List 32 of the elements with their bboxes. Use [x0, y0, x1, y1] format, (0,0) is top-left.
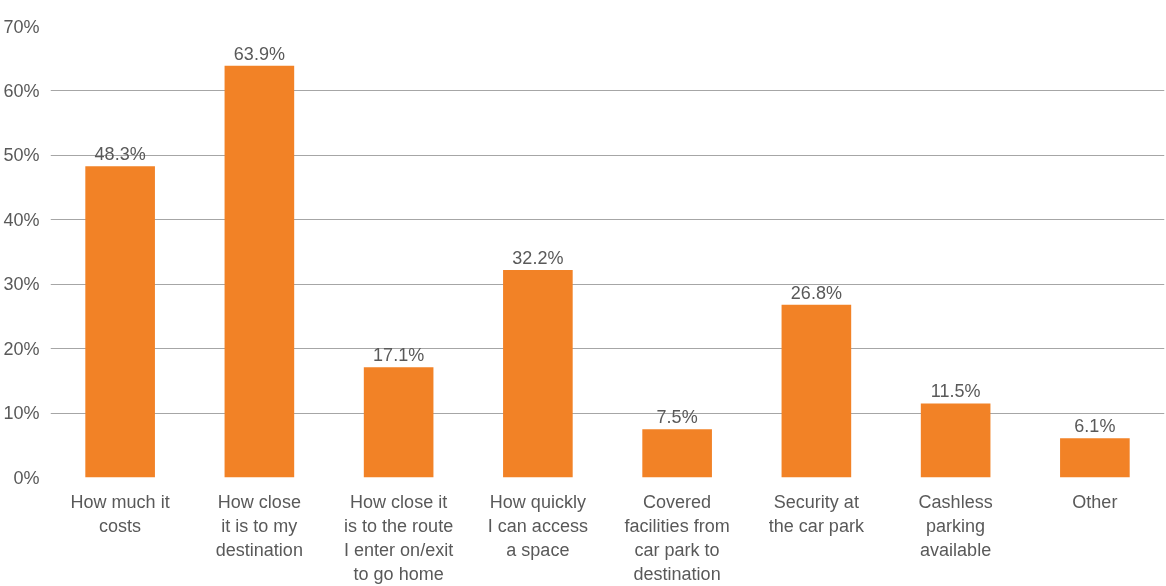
data-label: 17.1% — [373, 345, 425, 366]
data-label: 6.1% — [1074, 416, 1116, 437]
x-tick-label: Cashless parking available — [918, 491, 993, 560]
x-tick-label: How much it costs — [70, 491, 170, 536]
bar — [781, 304, 852, 478]
y-tick-label: 30% — [3, 274, 40, 295]
bar — [85, 166, 155, 478]
y-tick-label: 60% — [3, 80, 40, 101]
y-tick-label: 40% — [3, 209, 40, 230]
bar — [503, 270, 573, 478]
y-tick-label: 20% — [3, 338, 40, 359]
bar — [1060, 438, 1130, 478]
data-label: 63.9% — [233, 43, 285, 64]
bar — [224, 65, 295, 478]
data-label: 32.2% — [512, 248, 564, 269]
x-tick-label: How close it is to the route I enter on/exit to go home — [344, 491, 454, 584]
y-tick-label: 0% — [13, 467, 40, 488]
x-tick-label: How close it is to my destination — [215, 491, 303, 560]
bar — [363, 367, 434, 478]
bar — [642, 429, 712, 478]
x-tick-label: How quickly I can access a space — [487, 491, 588, 560]
y-tick-label: 50% — [3, 145, 40, 166]
x-tick-label: Covered facilities from car park to destination — [624, 491, 730, 584]
data-label: 7.5% — [656, 407, 698, 428]
bar — [920, 403, 991, 478]
data-label: 11.5% — [930, 381, 981, 402]
data-label: 48.3% — [94, 144, 146, 165]
x-tick-label: Security at the car park — [768, 491, 865, 536]
data-label: 26.8% — [790, 282, 842, 303]
y-tick-label: 10% — [3, 403, 40, 424]
y-tick-label: 70% — [3, 16, 40, 37]
x-tick-label: Other — [1072, 491, 1118, 512]
